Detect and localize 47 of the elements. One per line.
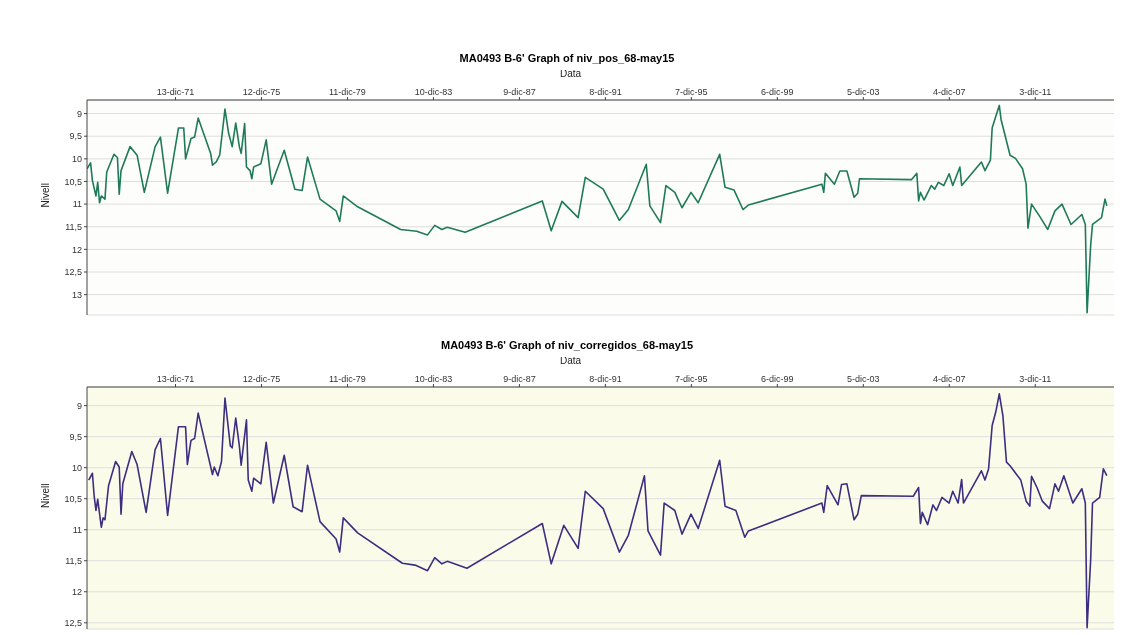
y-tick-label: 12 <box>71 244 82 255</box>
x-tick-label: 11-dic-79 <box>329 374 366 384</box>
x-tick-label: 5-dic-03 <box>847 374 880 384</box>
x-tick-label: 4-dic-07 <box>933 374 966 384</box>
x-tick-label: 12-dic-75 <box>242 374 281 384</box>
x-tick-label: 13-dic-71 <box>156 87 195 97</box>
x-tick-label: 13-dic-71 <box>156 374 195 384</box>
y-tick-label: 13 <box>71 289 82 300</box>
line-series <box>87 393 1108 629</box>
y-tick-label: 10 <box>71 154 82 165</box>
y-tick-label: 9,5 <box>69 131 82 142</box>
x-tick-label: 4-dic-07 <box>933 87 966 97</box>
y-tick-label: 11,5 <box>65 221 82 232</box>
y-tick-label: 10,5 <box>64 176 82 187</box>
y-tick-label: 9 <box>76 108 82 119</box>
y-tick-label: 11 <box>72 199 82 210</box>
x-tick-label: 7-dic-95 <box>675 87 708 97</box>
x-tick-label: 12-dic-75 <box>242 87 281 97</box>
x-tick-label: 5-dic-03 <box>847 87 880 97</box>
y-tick-label: 10,5 <box>64 493 82 504</box>
y-tick-label: 12 <box>71 586 82 597</box>
x-tick-label: 8-dic-91 <box>589 87 622 97</box>
x-tick-label: 9-dic-87 <box>503 87 536 97</box>
x-tick-label: 10-dic-83 <box>414 374 453 384</box>
x-tick-label: 6-dic-99 <box>761 87 794 97</box>
x-tick-label: 8-dic-91 <box>589 374 622 384</box>
x-tick-label: 7-dic-95 <box>675 374 708 384</box>
y-tick-label: 9 <box>76 400 82 411</box>
line-series <box>87 104 1108 314</box>
x-tick-label: 11-dic-79 <box>329 87 366 97</box>
y-axis-title: Nivell <box>39 183 51 208</box>
y-tick-label: 11,5 <box>65 555 82 566</box>
x-axis-title: Data <box>559 68 582 80</box>
x-tick-label: 9-dic-87 <box>503 374 536 384</box>
chart-title: MA0493 B-6' Graph of niv_corregidos_68-may15 <box>439 339 694 351</box>
y-tick-label: 11 <box>72 524 82 535</box>
x-tick-label: 10-dic-83 <box>414 87 453 97</box>
y-tick-label: 9,5 <box>69 431 82 442</box>
chart-title: MA0493 B-6' Graph of niv_pos_68-may15 <box>458 52 676 64</box>
y-tick-label: 10 <box>71 462 82 473</box>
x-tick-label: 6-dic-99 <box>761 374 794 384</box>
y-tick-label: 12,5 <box>64 617 82 628</box>
x-tick-label: 3-dic-11 <box>1019 374 1052 384</box>
y-tick-label: 12,5 <box>64 267 82 278</box>
x-tick-label: 3-dic-11 <box>1019 87 1052 97</box>
y-axis-title: Nivell <box>39 483 51 508</box>
x-axis-title: Data <box>559 355 582 367</box>
